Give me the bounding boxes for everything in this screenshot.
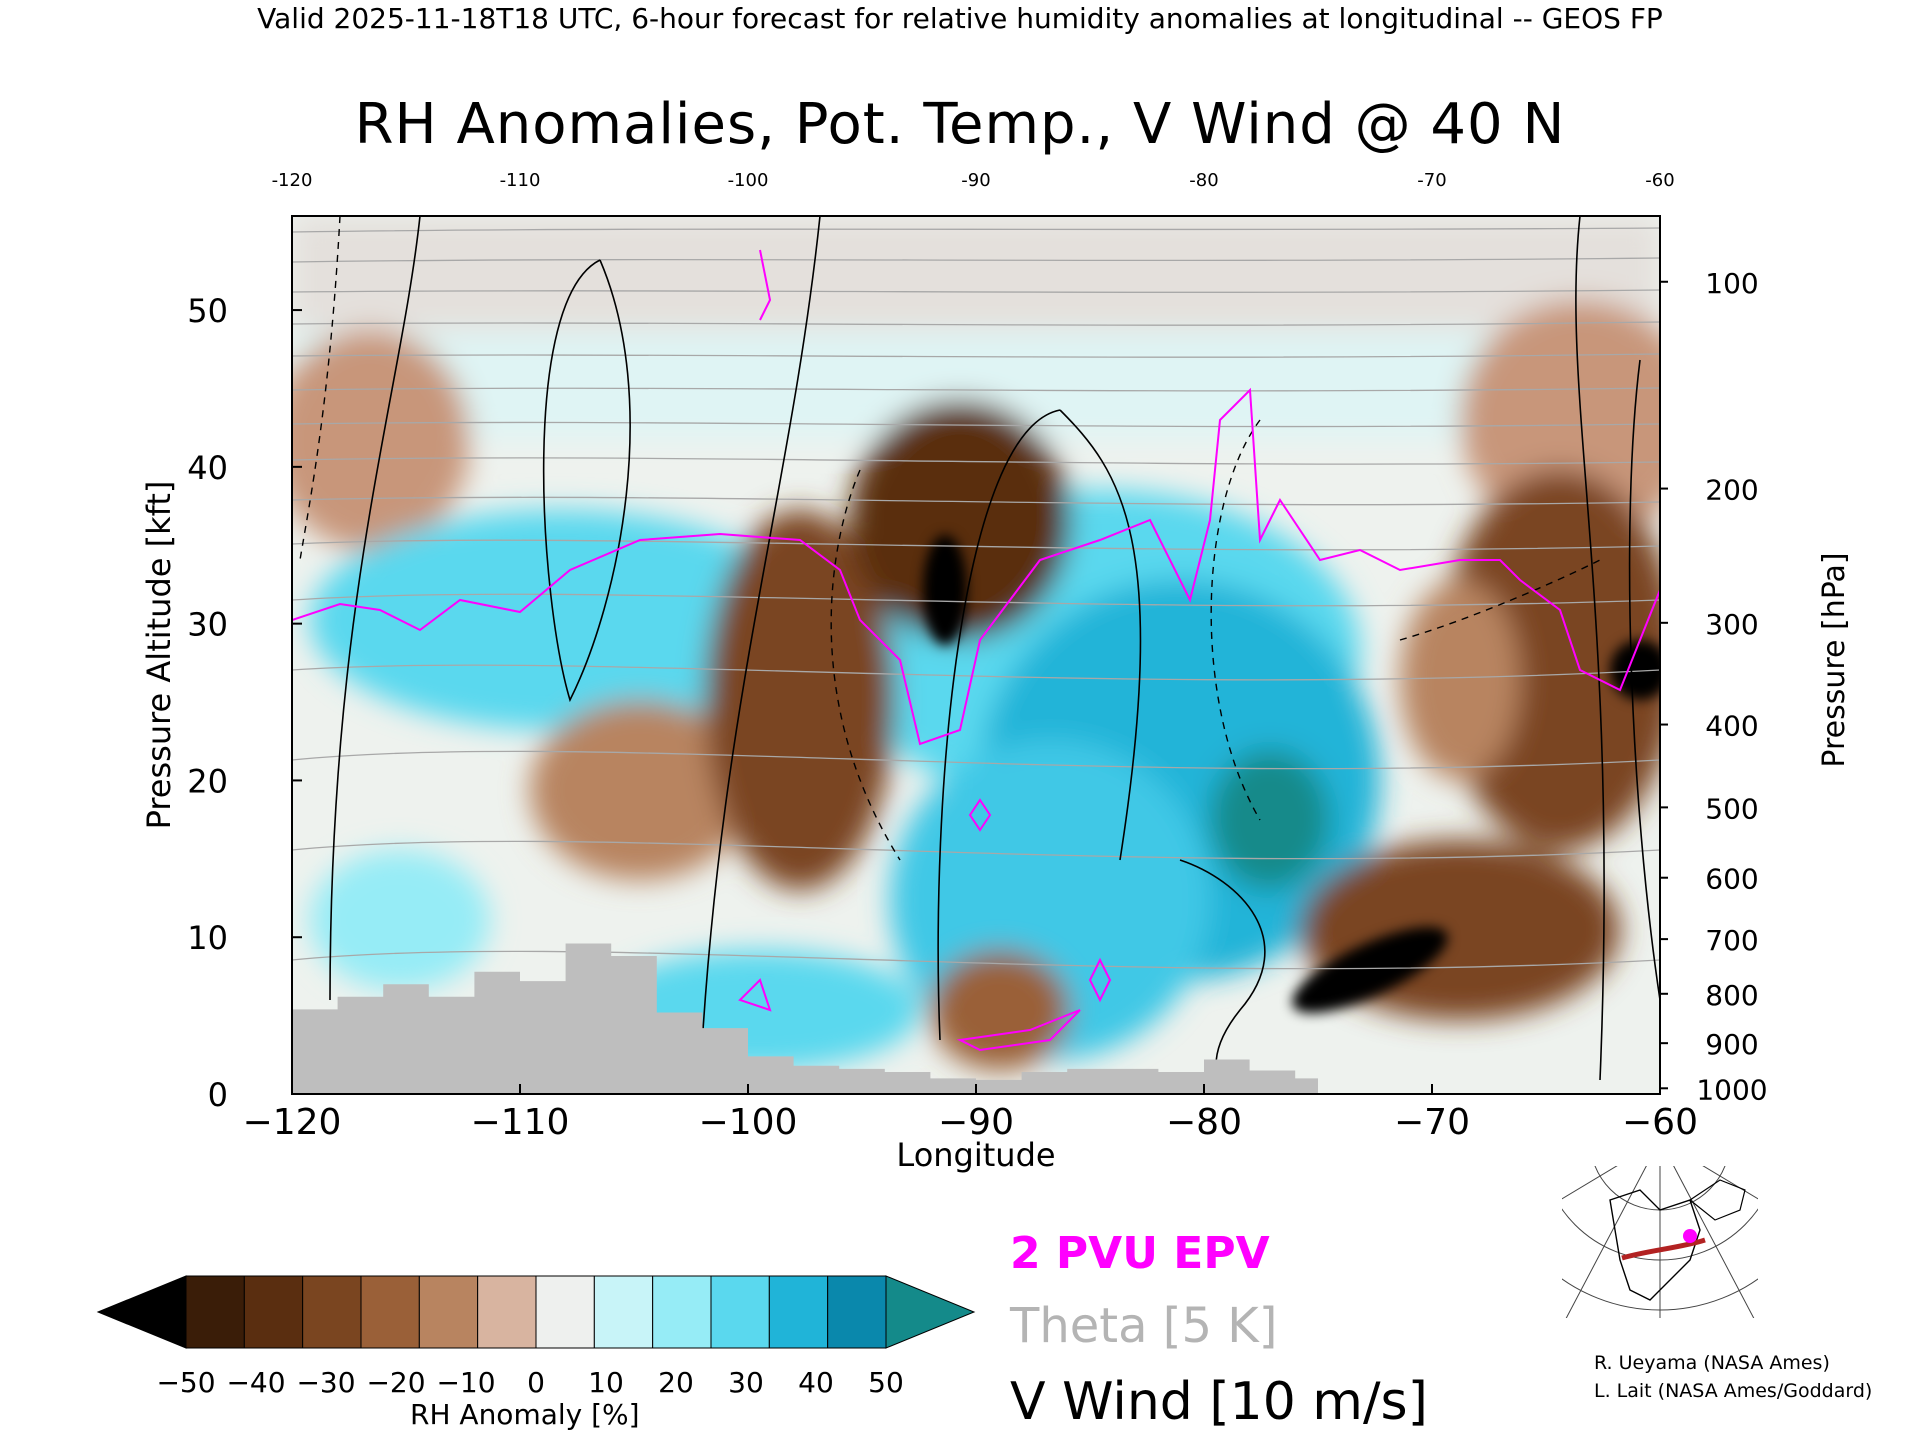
x-axis-bottom: −120 −110 −100 −90 −80 −70 −60 xyxy=(243,1084,1698,1143)
colorbar-tick-label: −10 xyxy=(436,1366,495,1399)
x-tick-label: −100 xyxy=(699,1102,798,1143)
colorbar-swatch xyxy=(243,1275,304,1349)
pressure-tick-label: 800 xyxy=(1705,979,1758,1012)
y-tick-label: 0 xyxy=(208,1076,228,1114)
colorbar-tick-label: −20 xyxy=(366,1366,425,1399)
x-tick-label: −60 xyxy=(1622,1102,1698,1143)
colorbar-swatch xyxy=(593,1275,654,1349)
legend-wind: V Wind [10 m/s] xyxy=(1010,1372,1428,1432)
x-top-tick-label: -90 xyxy=(961,170,990,191)
pressure-tick-label: 300 xyxy=(1705,608,1758,641)
pressure-tick-label: 400 xyxy=(1705,710,1758,743)
y-tick-label: 40 xyxy=(187,449,228,487)
colorbar-swatch xyxy=(652,1275,712,1349)
legend-epv: 2 PVU EPV xyxy=(1010,1228,1270,1279)
colorbar-label: RH Anomaly [%] xyxy=(410,1398,640,1431)
y-axis-right: 100 200 300 400 500 600 700 800 900 1000 xyxy=(1660,267,1768,1106)
header-text: Valid 2025-11-18T18 UTC, 6-hour forecast… xyxy=(257,2,1663,35)
colorbar-tick-label: −50 xyxy=(156,1366,215,1399)
pressure-tick-label: 700 xyxy=(1705,924,1758,957)
colorbar-swatch xyxy=(827,1275,887,1349)
colorbar-tick-label: 10 xyxy=(588,1366,624,1399)
pressure-tick-label: 600 xyxy=(1705,863,1758,896)
colorbar-swatch xyxy=(768,1275,829,1349)
x-top-tick-label: -120 xyxy=(272,170,313,191)
chart-title: RH Anomalies, Pot. Temp., V Wind @ 40 N xyxy=(354,92,1566,157)
x-top-tick-label: -100 xyxy=(728,170,769,191)
credit-line-1: R. Ueyama (NASA Ames) xyxy=(1594,1352,1830,1374)
colorbar-swatch xyxy=(302,1275,362,1349)
pressure-tick-label: 100 xyxy=(1705,267,1758,300)
rh-anomaly-field xyxy=(292,216,1660,1094)
x-top-tick-label: -110 xyxy=(500,170,541,191)
colorbar-tick-label: 30 xyxy=(728,1366,764,1399)
terrain-profile xyxy=(292,943,1318,1094)
y-axis-right-label: Pressure [hPa] xyxy=(1817,552,1852,767)
colorbar-under-triangle xyxy=(96,1275,187,1349)
x-top-tick-label: -60 xyxy=(1645,170,1674,191)
pressure-tick-label: 200 xyxy=(1705,474,1758,507)
colorbar-tick-label: −40 xyxy=(226,1366,285,1399)
x-tick-label: −90 xyxy=(938,1102,1014,1143)
colorbar-tick-label: 50 xyxy=(868,1366,904,1399)
x-top-tick-label: -80 xyxy=(1189,170,1218,191)
pressure-tick-label: 900 xyxy=(1705,1028,1758,1061)
y-tick-label: 30 xyxy=(187,606,228,644)
colorbar-tick-label: −30 xyxy=(296,1366,355,1399)
pressure-tick-label: 500 xyxy=(1705,792,1758,825)
colorbar-swatch xyxy=(360,1275,420,1349)
colorbar-swatch xyxy=(418,1275,479,1349)
colorbar-swatch xyxy=(185,1275,245,1349)
x-tick-label: −70 xyxy=(1394,1102,1470,1143)
y-axis-left: 0 10 20 30 40 50 xyxy=(187,292,302,1114)
x-top-tick-label: -70 xyxy=(1417,170,1446,191)
pressure-tick-label: 1000 xyxy=(1696,1073,1767,1106)
y-tick-label: 10 xyxy=(187,919,228,957)
y-tick-label: 20 xyxy=(187,762,228,800)
credit-line-2: L. Lait (NASA Ames/Goddard) xyxy=(1594,1380,1873,1402)
colorbar-tick-label: 40 xyxy=(798,1366,834,1399)
x-tick-label: −80 xyxy=(1166,1102,1242,1143)
colorbar-tick-label: 0 xyxy=(527,1366,545,1399)
locator-map xyxy=(1562,1166,1758,1318)
x-axis-top: -120 -110 -100 -90 -80 -70 -60 xyxy=(272,170,1675,191)
legend-theta: Theta [5 K] xyxy=(1010,1298,1278,1354)
x-tick-label: −110 xyxy=(471,1102,570,1143)
colorbar-swatch xyxy=(535,1275,595,1349)
x-tick-label: −120 xyxy=(243,1102,342,1143)
colorbar-over-triangle xyxy=(885,1275,976,1349)
x-axis-label: Longitude xyxy=(896,1136,1055,1174)
colorbar-swatch xyxy=(477,1275,537,1349)
y-tick-label: 50 xyxy=(187,292,228,330)
colorbar: −50 −40 −30 −20 −10 0 10 20 30 40 50 xyxy=(96,1275,976,1399)
y-axis-label: Pressure Altitude [kft] xyxy=(140,481,178,830)
colorbar-swatch xyxy=(710,1275,770,1349)
colorbar-tick-label: 20 xyxy=(658,1366,694,1399)
